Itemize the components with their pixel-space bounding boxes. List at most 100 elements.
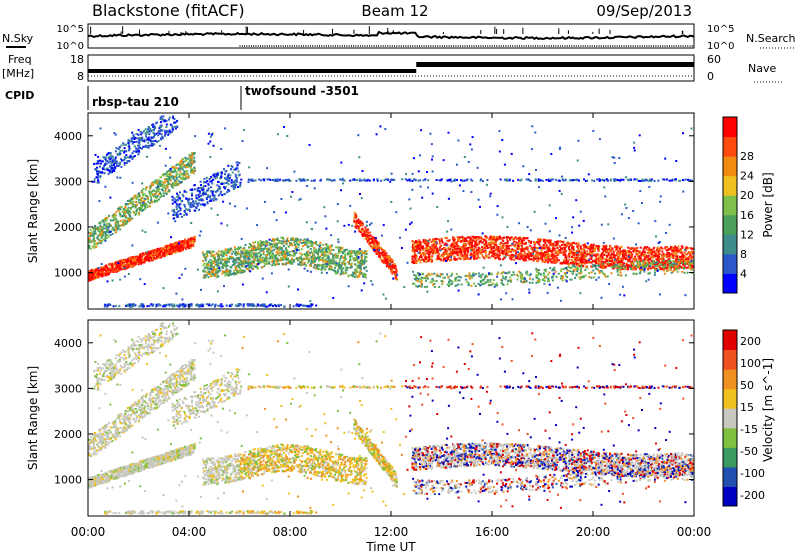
- power-point: [171, 185, 174, 188]
- power-point: [104, 156, 107, 159]
- power-point: [122, 267, 125, 270]
- power-point: [134, 137, 137, 140]
- power-point: [130, 266, 133, 269]
- power-point: [166, 250, 169, 253]
- power-point: [108, 223, 111, 226]
- power-point: [129, 199, 132, 202]
- power-point: [211, 256, 214, 259]
- power-point: [359, 259, 362, 262]
- power-point: [276, 258, 279, 261]
- power-point: [105, 226, 108, 229]
- power-point: [271, 245, 274, 248]
- power-point: [88, 237, 91, 240]
- power-point: [245, 262, 248, 265]
- power-point: [168, 170, 171, 173]
- power-point: [359, 221, 362, 224]
- power-point: [185, 191, 188, 194]
- power-point: [217, 180, 219, 183]
- power-point: [333, 259, 336, 262]
- power-point: [193, 169, 196, 172]
- power-point: [162, 254, 165, 257]
- power-point: [259, 261, 262, 264]
- freq-trace-high: [416, 62, 694, 67]
- power-point: [105, 227, 108, 230]
- power-point: [171, 247, 174, 249]
- power-point: [221, 265, 224, 268]
- power-point: [171, 244, 174, 247]
- power-point: [116, 267, 119, 270]
- power-point: [642, 247, 645, 250]
- power-point: [602, 249, 605, 252]
- power-point: [128, 199, 131, 202]
- power-point: [169, 243, 172, 246]
- power-point: [294, 244, 297, 246]
- power-point: [366, 228, 369, 231]
- power-point: [261, 259, 264, 262]
- power-point: [115, 263, 118, 266]
- power-point: [117, 227, 119, 229]
- power-point: [164, 189, 167, 192]
- power-point: [184, 166, 187, 169]
- power-point: [306, 253, 309, 256]
- power-point: [253, 258, 256, 261]
- power-point: [151, 249, 154, 252]
- power-point: [477, 246, 480, 249]
- power-point: [192, 159, 195, 162]
- power-point: [160, 133, 163, 136]
- power-point: [293, 252, 295, 255]
- noise-right-tick-top: 10^5: [707, 24, 734, 35]
- noise-panel: N.Sky 10^5 10^0 10^5 10^0 N.Search: [2, 23, 796, 52]
- power-point: [210, 186, 213, 189]
- power-point: [232, 180, 235, 183]
- power-point: [142, 145, 145, 148]
- power-point: [125, 260, 128, 263]
- power-point: [237, 253, 240, 256]
- power-point: [99, 240, 102, 243]
- power-point: [142, 254, 145, 257]
- power-point: [104, 235, 107, 238]
- power-point: [132, 265, 135, 268]
- power-point: [141, 139, 144, 142]
- power-point: [114, 228, 117, 231]
- power-point: [226, 251, 229, 254]
- power-point: [349, 266, 352, 269]
- power-point: [132, 196, 135, 199]
- power-point: [206, 268, 209, 271]
- power-point: [226, 179, 229, 182]
- power-point: [189, 171, 192, 174]
- power-point: [237, 251, 240, 254]
- power-point: [104, 232, 107, 235]
- power-point: [155, 192, 157, 195]
- power-point: [131, 200, 134, 203]
- power-point: [274, 246, 277, 249]
- power-point: [92, 268, 95, 271]
- power-point: [264, 257, 267, 260]
- power-point: [258, 251, 261, 254]
- power-point: [182, 172, 185, 175]
- power-point: [293, 241, 296, 244]
- power-point: [99, 159, 102, 162]
- power-point: [219, 269, 222, 272]
- power-point: [363, 262, 366, 265]
- power-point: [138, 192, 141, 195]
- power-point: [237, 186, 239, 188]
- power-point: [357, 218, 360, 221]
- power-point: [187, 200, 190, 203]
- power-point: [116, 260, 119, 263]
- power-point: [103, 273, 106, 276]
- power-point: [316, 265, 318, 268]
- power-point: [128, 260, 131, 263]
- power-point: [424, 254, 426, 257]
- power-point: [122, 219, 125, 222]
- power-point: [369, 234, 372, 237]
- power-point: [101, 273, 103, 276]
- power-point: [142, 209, 144, 211]
- power-point: [279, 242, 282, 245]
- power-point: [213, 196, 216, 199]
- power-point: [234, 273, 237, 276]
- power-point: [155, 200, 158, 203]
- power-point: [172, 210, 175, 213]
- power-point: [181, 168, 184, 171]
- power-point: [152, 131, 155, 134]
- power-point: [186, 240, 189, 243]
